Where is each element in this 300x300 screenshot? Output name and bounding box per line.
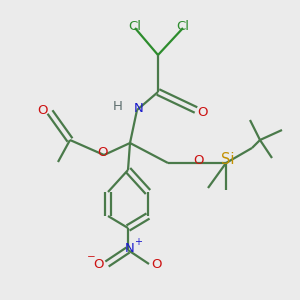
Text: O: O — [152, 257, 162, 271]
Text: O: O — [94, 257, 104, 271]
Text: O: O — [198, 106, 208, 118]
Text: −: − — [87, 252, 95, 262]
Text: H: H — [113, 100, 123, 112]
Text: N: N — [125, 242, 135, 256]
Text: N: N — [134, 103, 144, 116]
Text: O: O — [37, 104, 47, 118]
Text: +: + — [134, 237, 142, 247]
Text: Cl: Cl — [176, 20, 190, 32]
Text: Cl: Cl — [128, 20, 142, 32]
Text: O: O — [193, 154, 203, 166]
Text: Si: Si — [221, 152, 235, 167]
Text: O: O — [97, 146, 107, 160]
